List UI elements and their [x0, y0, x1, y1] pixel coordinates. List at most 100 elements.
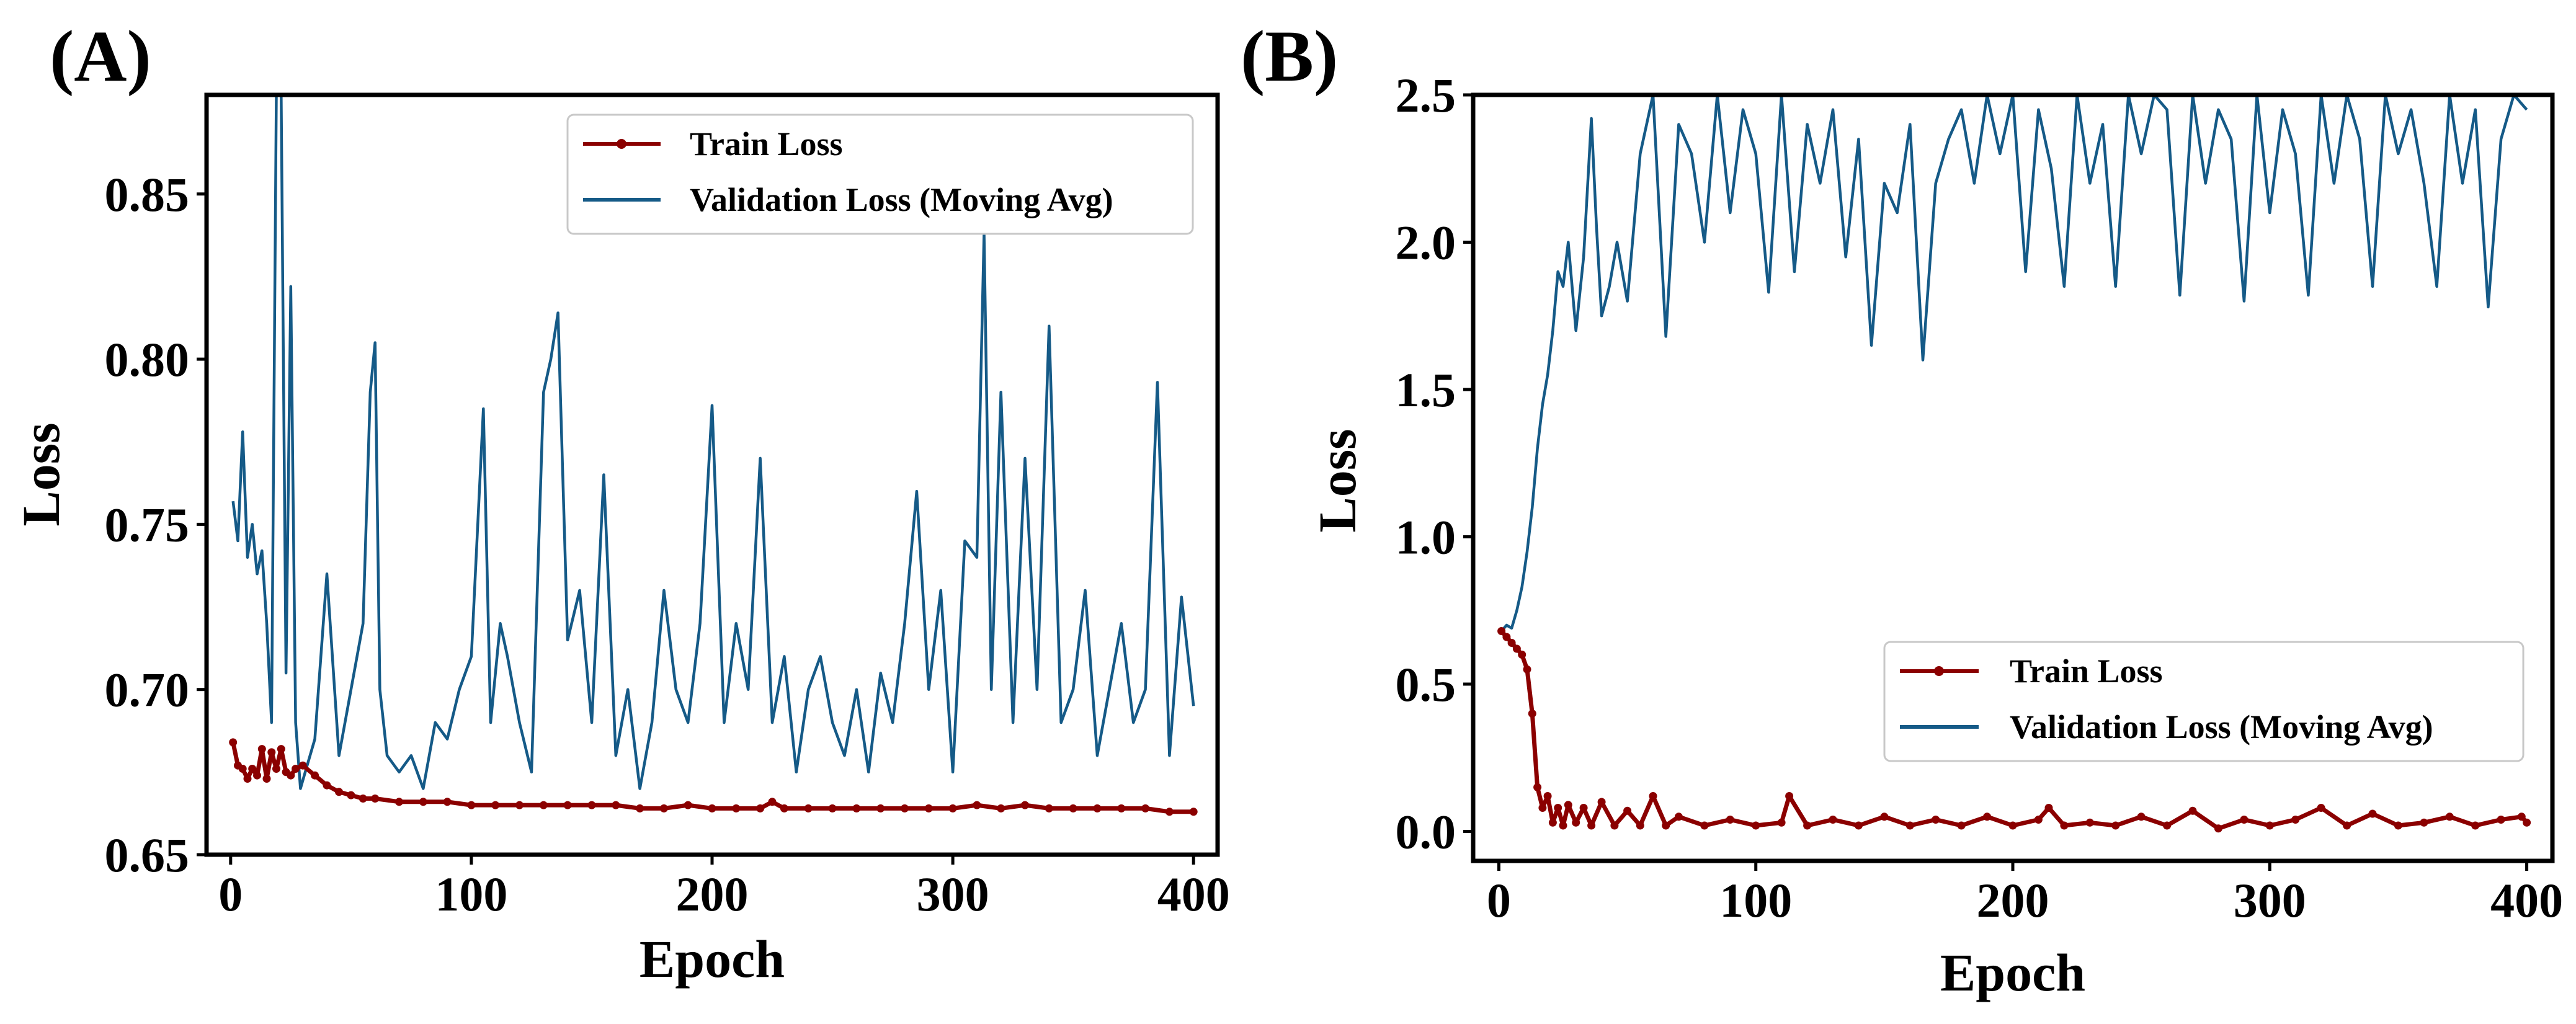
panel-b-train-point	[1854, 821, 1863, 830]
panel-b-train-point	[1507, 639, 1516, 647]
panel-a-train-point	[467, 801, 476, 809]
panel-b-train-point	[1983, 813, 1992, 821]
panel-b-train-point	[1752, 821, 1760, 830]
panel-a-train-point	[732, 804, 741, 813]
panel-b-train-point	[1528, 710, 1536, 718]
panel-b-legend-train-label: Train Loss	[2010, 652, 2163, 690]
panel-b-train-point	[1512, 644, 1521, 653]
panel-b-train-point	[2523, 818, 2531, 827]
panel-b-train-point	[1905, 821, 1914, 830]
panel-b-xtick-label: 100	[1719, 873, 1792, 927]
panel-b-train-point	[2111, 821, 2120, 830]
panel-a-legend-val-label: Validation Loss (Moving Avg)	[690, 181, 1113, 218]
panel-b-ytick-label: 0.0	[1396, 805, 1456, 859]
panel-b-train-point	[2343, 821, 2351, 830]
panel-a-train-point	[1021, 801, 1029, 809]
panel-b-train-point	[1957, 821, 1966, 830]
panel-a-train-point	[311, 771, 319, 780]
panel-a-train-point	[292, 765, 300, 773]
panel-a-train-point	[1165, 808, 1174, 816]
panel-a-train-point	[277, 745, 285, 754]
panel-b-xtick-label: 300	[2234, 873, 2306, 927]
panel-b-ytick-label: 1.0	[1396, 510, 1456, 564]
panel-a-train-point	[756, 804, 765, 813]
panel-b-ytick-label: 1.5	[1396, 363, 1456, 417]
panel-a-series-validation-line	[231, 93, 1195, 790]
panel-b-train-point	[2163, 821, 2172, 830]
panel-a-train-point	[287, 771, 295, 780]
panel-b-train-point	[2060, 821, 2069, 830]
panel-a-train-point	[257, 745, 266, 754]
panel-a-train-point	[828, 804, 837, 813]
panel-b-train-point	[1502, 633, 1511, 641]
panel-a-train-point	[1093, 804, 1102, 813]
panel-b-train-point	[1572, 818, 1580, 827]
panel-b-train-point	[1543, 792, 1552, 800]
panel-a-xtick-label: 300	[917, 867, 989, 921]
panel-b-legend: Train Loss Validation Loss (Moving Avg)	[1883, 641, 2525, 762]
panel-b-train-point	[2240, 816, 2248, 824]
panel-a-train-point	[229, 738, 238, 747]
panel-b-train-point	[2008, 821, 2017, 830]
panel-a-train-point	[876, 804, 885, 813]
panel-a-train-point	[262, 775, 271, 783]
panel-b-xtick-label: 0	[1487, 873, 1511, 927]
panel-a-train-point	[768, 798, 777, 806]
panel-b-series-validation-line	[1500, 93, 2528, 632]
panel-a-train-point	[238, 765, 247, 773]
panel-a-train-point	[1045, 804, 1053, 813]
panel-b-train-point	[1538, 804, 1547, 812]
panel-a-train-point	[491, 801, 500, 809]
panel-a-ytick-label: 0.75	[105, 497, 190, 551]
panel-b-train-point	[1700, 821, 1709, 830]
panel-b-train-point	[1829, 816, 1837, 824]
panel-a-ytick-label: 0.70	[105, 663, 190, 717]
panel-a-train-point	[272, 765, 280, 773]
panel-b-train-point	[2497, 816, 2505, 824]
panel-b-train-point	[1726, 816, 1734, 824]
panel-a-ytick-label: 0.80	[105, 332, 190, 386]
panel-a-train-point	[901, 804, 909, 813]
panel-b-xtick-label: 200	[1977, 873, 2049, 927]
panel-b-train-point	[1785, 792, 1794, 800]
panel-b-train-point	[2420, 818, 2428, 827]
panel-a: (A) 0 100 200 300 400 0.65 0.70 0.75 0.80 0.85 Ep…	[11, 16, 1230, 989]
panel-b: (B) 0 100 200 300 400 0.0 0.5 1.0 1.5 2.0 2.5 Epoc…	[1241, 16, 2563, 1002]
panel-a-train-point	[443, 798, 452, 806]
panel-a-legend-train-marker	[617, 139, 626, 149]
panel-b-train-point	[2517, 813, 2526, 821]
panel-b-train-point	[1587, 821, 1596, 830]
panel-b-train-point	[2214, 824, 2222, 833]
panel-a-train-point	[347, 791, 355, 799]
panel-a-train-point	[948, 804, 957, 813]
panel-a-train-point	[371, 795, 380, 803]
panel-b-label: (B)	[1241, 16, 1338, 97]
panel-a-train-point	[298, 761, 307, 770]
panel-b-train-point	[1559, 821, 1567, 830]
panel-b-train-point	[1803, 821, 1812, 830]
panel-a-train-point	[359, 795, 367, 803]
panel-a-train-point	[1069, 804, 1077, 813]
panel-b-train-point	[2368, 809, 2377, 818]
panel-a-xtick-label: 0	[218, 867, 243, 921]
panel-a-xtick-label: 400	[1157, 867, 1230, 921]
panel-b-train-point	[1564, 801, 1572, 809]
panel-b-legend-box	[1883, 641, 2525, 762]
panel-a-train-point	[267, 748, 276, 757]
panel-b-train-point	[2044, 804, 2053, 812]
panel-a-train-point	[587, 801, 596, 809]
panel-a-train-point	[539, 801, 548, 809]
panel-b-train-point	[1548, 818, 1557, 827]
panel-b-train-point	[1554, 804, 1562, 812]
panel-b-xlabel: Epoch	[1940, 943, 2085, 1002]
panel-a-ylabel: Loss	[11, 422, 71, 526]
panel-b-train-point	[1533, 783, 1542, 791]
panel-a-legend-box	[566, 114, 1194, 235]
panel-a-train-point	[1141, 804, 1150, 813]
panel-a-xlabel: Epoch	[640, 929, 785, 989]
panel-b-train-point	[1674, 813, 1683, 821]
panel-b-train-point	[1497, 627, 1506, 635]
panel-b-xtick-label: 400	[2490, 873, 2563, 927]
panel-a-train-point	[708, 804, 716, 813]
panel-a-train-point	[924, 804, 933, 813]
